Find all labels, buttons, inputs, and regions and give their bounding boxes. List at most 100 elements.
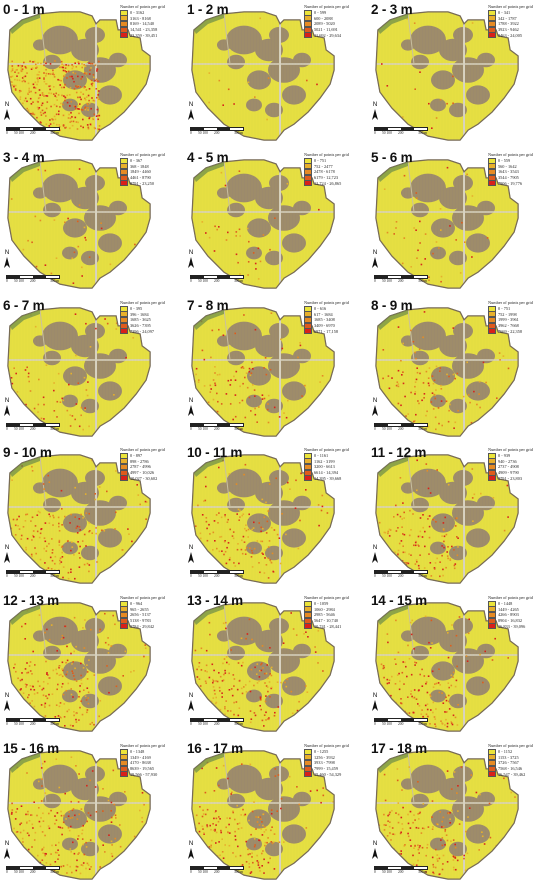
legend-swatch: [488, 305, 496, 312]
legend-swatch: [120, 463, 128, 470]
map-panel: 11 - 12 m Number of points per grid 0 - 93…: [368, 443, 550, 590]
legend: Number of points per grid 0 - 1255 1256 - …: [304, 743, 366, 778]
north-label: N: [4, 545, 10, 551]
map-panel: 17 - 18 m Number of points per grid 0 - 11…: [368, 739, 550, 886]
legend: Number of points per grid 0 - 341 342 - 17…: [488, 4, 550, 39]
structure-zone: [431, 809, 455, 829]
legend-entry: 0 - 616: [304, 305, 366, 312]
structure-zone: [246, 689, 262, 703]
map-panel: 7 - 8 m Number of points per grid 0 - 616 6…: [184, 296, 366, 443]
legend: Number of points per grid 0 - 1059 1060 - …: [304, 595, 366, 630]
scale-bar: 0 50 100 200 300 m: [6, 275, 66, 287]
scale-tick-label: 0: [6, 131, 8, 135]
structure-zone: [265, 102, 283, 118]
scale-tick-label: 200: [214, 722, 220, 726]
structure-zone: [109, 52, 127, 68]
legend-label: 2656 - 5137: [130, 612, 151, 618]
legend-swatch: [304, 475, 312, 482]
scale-bar: 0 50 100 200 300 m: [6, 127, 66, 139]
legend-swatch: [120, 611, 128, 618]
scale-tick-label: 0: [190, 574, 192, 578]
legend-label: 6971 - 17,158: [314, 328, 338, 334]
legend-label: 0 - 1448: [498, 601, 513, 607]
scale-tick-label: 300 m: [234, 870, 244, 874]
legend-title: Number of points per grid: [488, 447, 533, 452]
structure-zone: [411, 497, 429, 513]
legend-label: 7568 - 16,546: [498, 766, 522, 772]
scale-tick-label: 50 100: [14, 870, 24, 874]
legend-label: 0 - 1161: [314, 453, 329, 459]
legend: Number of points per grid 0 - 1152 1153 - …: [488, 743, 550, 778]
legend-entry: 1153 - 3725: [488, 754, 550, 761]
legend-entry: 4170 - 8638: [120, 759, 182, 766]
map-panel: 15 - 16 m Number of points per grid 0 - 13…: [0, 739, 182, 886]
legend-label: 2985 - 5646: [314, 612, 335, 618]
legend-swatch: [488, 168, 496, 175]
scale-tick-label: 0: [190, 870, 192, 874]
legend-swatch: [488, 475, 496, 482]
structure-zone: [247, 366, 271, 386]
legend-entry: 2737 - 4908: [488, 463, 550, 470]
structure-zone: [217, 335, 231, 347]
structure-zone: [265, 841, 283, 857]
legend-swatch: [488, 765, 496, 772]
density-map: [7, 750, 151, 880]
structure-zone: [62, 394, 78, 408]
structure-zone: [293, 348, 311, 364]
legend-entry: 12,724 - 26,865: [304, 180, 366, 187]
legend-label: 0 - 616: [314, 306, 327, 312]
legend-entry: 11,692 - 29,634: [304, 32, 366, 39]
legend-entry: 8639 - 19,565: [120, 765, 182, 772]
legend-entry: 8169 - 14,540: [120, 20, 182, 27]
legend-label: 9791 - 23,803: [498, 475, 522, 481]
legend-entry: 7906 - 19,776: [488, 180, 550, 187]
map-panel: 12 - 13 m Number of points per grid 0 - 96…: [0, 591, 182, 738]
legend-swatch: [304, 611, 312, 618]
legend-entry: 6179 - 12,723: [304, 174, 366, 181]
legend-label: 10,741 - 28,441: [314, 623, 342, 629]
legend-entry: 0 - 1348: [120, 748, 182, 755]
north-label: N: [372, 841, 378, 847]
scale-tick-label: 200: [30, 722, 36, 726]
legend-entry: 1256 - 3932: [304, 754, 366, 761]
legend-label: 0 - 395: [130, 306, 143, 312]
structure-zone: [401, 778, 415, 790]
legend-label: 4461 - 8790: [130, 175, 151, 181]
panel-title: 13 - 14 m: [187, 593, 243, 608]
panel-title: 3 - 4 m: [3, 150, 45, 165]
legend-label: 4997 - 10,026: [130, 470, 154, 476]
structure-zone: [247, 70, 271, 90]
structure-zone: [431, 366, 455, 386]
legend-label: 7669 - 22,358: [498, 328, 522, 334]
legend-swatch: [304, 458, 312, 465]
legend-swatch: [120, 759, 128, 766]
legend-label: 1153 - 3725: [498, 754, 519, 760]
map-panel: 6 - 7 m Number of points per grid 0 - 395 3…: [0, 296, 182, 443]
legend-label: 3726 - 7567: [498, 760, 519, 766]
legend-entry: 940 - 2736: [488, 458, 550, 465]
legend-swatch: [304, 20, 312, 27]
structure-zone: [109, 348, 127, 364]
north-arrow-icon: N: [187, 693, 195, 717]
north-arrow-icon: N: [187, 250, 195, 274]
north-arrow-icon: N: [3, 545, 11, 569]
north-arrow-icon: N: [371, 693, 379, 717]
legend-swatch: [488, 452, 496, 459]
scale-tick-label: 200: [214, 870, 220, 874]
legend-label: 4909 - 9790: [498, 470, 519, 476]
legend-entry: 1349 - 4169: [120, 754, 182, 761]
structure-zone: [226, 173, 262, 203]
legend-entry: 4266 - 8903: [488, 611, 550, 618]
legend-entry: 10,027 - 30,602: [120, 475, 182, 482]
legend-label: 1162 - 3199: [314, 458, 335, 464]
map-panel: 13 - 14 m Number of points per grid 0 - 10…: [184, 591, 366, 738]
structure-zone: [226, 321, 262, 351]
structure-zone: [42, 616, 78, 646]
legend-swatch: [304, 305, 312, 312]
legend-swatch: [488, 322, 496, 329]
legend-swatch: [120, 606, 128, 613]
legend-label: 6179 - 12,723: [314, 175, 338, 181]
north-label: N: [4, 841, 10, 847]
legend-entry: 3544 - 7905: [488, 174, 550, 181]
scale-bar: 0 50 100 200 300 m: [374, 275, 434, 287]
